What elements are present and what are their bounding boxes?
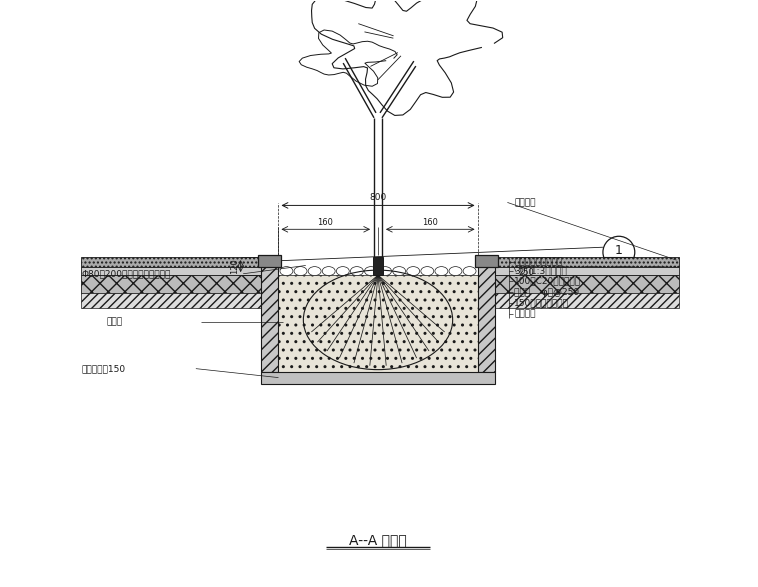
Bar xyxy=(278,275,478,372)
Bar xyxy=(496,293,678,308)
Bar xyxy=(81,267,261,275)
Text: 250: 250 xyxy=(518,268,534,276)
Text: 800: 800 xyxy=(369,194,387,203)
Ellipse shape xyxy=(449,266,462,275)
Text: 碎砖渣厚约150: 碎砖渣厚约150 xyxy=(81,364,126,373)
Bar xyxy=(81,275,261,293)
Text: 160: 160 xyxy=(421,218,437,227)
Bar xyxy=(261,257,278,372)
Text: 100厚C20加石混凝土: 100厚C20加石混凝土 xyxy=(515,276,581,285)
Ellipse shape xyxy=(393,266,406,275)
Text: 沥青嵌缝: 沥青嵌缝 xyxy=(515,198,536,207)
Text: Φ80～200本色鹅卵石自然铺设: Φ80～200本色鹅卵石自然铺设 xyxy=(81,269,171,279)
Ellipse shape xyxy=(421,266,434,275)
Ellipse shape xyxy=(365,266,377,275)
Bar xyxy=(475,255,499,267)
Ellipse shape xyxy=(337,266,349,275)
Text: 160: 160 xyxy=(318,218,334,227)
Bar xyxy=(373,257,383,275)
Text: 1: 1 xyxy=(615,244,623,257)
Ellipse shape xyxy=(309,266,321,275)
Ellipse shape xyxy=(294,266,307,275)
Bar xyxy=(496,257,678,267)
Ellipse shape xyxy=(463,266,476,275)
Ellipse shape xyxy=(435,266,448,275)
Text: 120: 120 xyxy=(230,258,239,274)
Ellipse shape xyxy=(407,266,420,275)
Bar xyxy=(496,275,678,293)
Ellipse shape xyxy=(378,266,392,275)
Ellipse shape xyxy=(350,266,363,275)
Ellipse shape xyxy=(280,266,293,275)
Bar xyxy=(261,372,496,383)
Text: （内配    φ筋@250: （内配 φ筋@250 xyxy=(515,288,579,296)
Bar xyxy=(496,267,678,275)
Bar xyxy=(258,255,281,267)
Bar xyxy=(81,257,261,267)
Bar xyxy=(478,257,496,372)
Text: A--A 剖面图: A--A 剖面图 xyxy=(349,533,407,547)
Text: 素土夯实: 素土夯实 xyxy=(515,309,536,318)
Text: 30厚1:3水泥砂浆: 30厚1:3水泥砂浆 xyxy=(515,266,567,276)
Text: 150厚级配碎石垫层: 150厚级配碎石垫层 xyxy=(515,298,569,308)
Ellipse shape xyxy=(322,266,335,275)
Text: 花岗岩（剁斧饰面）: 花岗岩（剁斧饰面） xyxy=(515,258,562,266)
Bar xyxy=(81,293,261,308)
Text: 种植土: 种植土 xyxy=(106,318,123,326)
